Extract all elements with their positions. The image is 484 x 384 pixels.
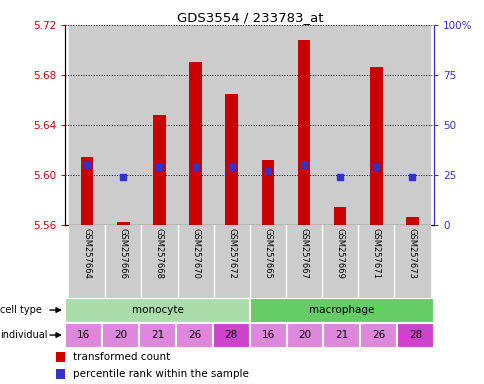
Bar (105, 225, 141, 298)
Text: GSM257670: GSM257670 (191, 228, 200, 279)
Text: 21: 21 (334, 330, 348, 340)
Bar (297, 40, 310, 225)
Bar (177, 225, 213, 298)
Bar (56, 369, 65, 379)
Text: GSM257669: GSM257669 (335, 228, 344, 279)
Text: 21: 21 (151, 330, 164, 340)
Bar (323, 323, 360, 348)
Bar (369, 67, 382, 225)
Bar (358, 225, 393, 298)
Bar (393, 25, 430, 225)
Bar (81, 157, 93, 225)
Bar (249, 323, 286, 348)
Text: percentile rank within the sample: percentile rank within the sample (73, 369, 248, 379)
Bar (141, 225, 177, 298)
Bar (225, 94, 238, 225)
Text: 26: 26 (187, 330, 201, 340)
Text: 16: 16 (77, 330, 91, 340)
Text: GSM257671: GSM257671 (371, 228, 380, 279)
Bar (286, 323, 323, 348)
Text: GSM257673: GSM257673 (407, 228, 416, 279)
Bar (213, 225, 249, 298)
Text: 28: 28 (224, 330, 238, 340)
Bar (117, 222, 129, 225)
Bar (56, 353, 65, 362)
Bar (358, 25, 393, 225)
Bar (69, 225, 105, 298)
Bar (249, 25, 286, 225)
Bar (261, 160, 273, 225)
Bar (213, 25, 249, 225)
Bar (69, 25, 105, 225)
Bar (141, 25, 177, 225)
Text: macrophage: macrophage (309, 305, 374, 315)
Bar (321, 25, 358, 225)
Text: GSM257665: GSM257665 (263, 228, 272, 279)
Bar (286, 25, 321, 225)
Bar (360, 323, 396, 348)
Text: GSM257668: GSM257668 (154, 228, 164, 279)
Bar (286, 225, 321, 298)
Bar (396, 323, 433, 348)
Bar (212, 323, 249, 348)
Bar (321, 225, 358, 298)
Bar (102, 323, 139, 348)
Bar (249, 298, 433, 323)
Text: 26: 26 (371, 330, 385, 340)
Text: monocyte: monocyte (132, 305, 183, 315)
Bar (153, 115, 166, 225)
Bar (393, 225, 430, 298)
Text: 20: 20 (114, 330, 127, 340)
Bar (65, 298, 249, 323)
Text: GSM257664: GSM257664 (82, 228, 91, 279)
Text: 28: 28 (408, 330, 422, 340)
Text: transformed count: transformed count (73, 352, 170, 362)
Text: GSM257666: GSM257666 (119, 228, 127, 279)
Bar (105, 25, 141, 225)
Text: 20: 20 (298, 330, 311, 340)
Bar (249, 225, 286, 298)
Bar (189, 62, 201, 225)
Text: cell type: cell type (0, 305, 42, 315)
Bar (176, 323, 212, 348)
Text: GSM257667: GSM257667 (299, 228, 308, 279)
Bar (333, 207, 346, 225)
Text: GSM257672: GSM257672 (227, 228, 236, 279)
Bar (405, 217, 418, 225)
Text: individual: individual (0, 330, 48, 340)
Bar (139, 323, 176, 348)
Bar (65, 323, 102, 348)
Bar (177, 25, 213, 225)
Title: GDS3554 / 233783_at: GDS3554 / 233783_at (176, 11, 322, 24)
Text: 16: 16 (261, 330, 274, 340)
